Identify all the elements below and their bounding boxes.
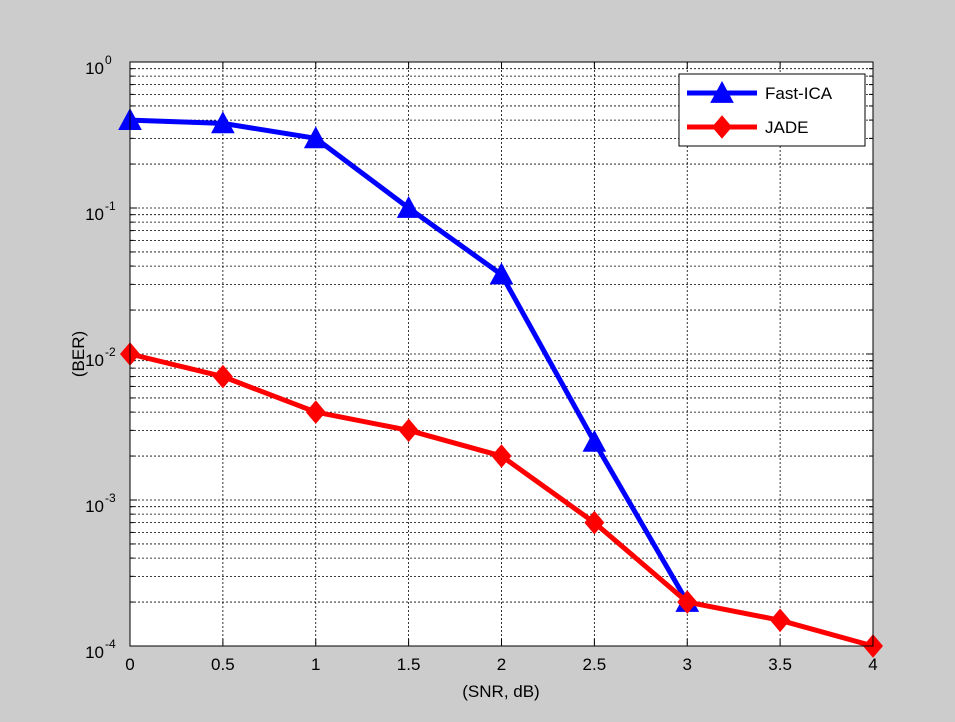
x-tick-label: 0.5	[211, 655, 235, 674]
y-tick-label: 10 -4	[85, 637, 116, 662]
x-axis-label: (SNR, dB)	[462, 682, 539, 701]
legend-jade-label: JADE	[765, 118, 808, 137]
legend-box	[678, 73, 866, 147]
y-tick-label-exponent: -3	[105, 491, 116, 505]
x-tick-label: 4	[868, 655, 877, 674]
fast-ica-point	[211, 111, 235, 134]
data-series	[118, 108, 884, 658]
jade-point	[398, 418, 419, 443]
fast-ica-point	[582, 429, 607, 452]
x-tick-label: 1	[311, 655, 320, 674]
plot-frame	[129, 61, 874, 647]
jade-point	[305, 400, 326, 424]
x-tick-label: 3.5	[768, 655, 792, 674]
y-tick-label: 10 -1	[85, 199, 116, 224]
y-tick-label-exponent: -2	[105, 345, 116, 359]
x-tick-label: 3	[683, 655, 692, 674]
y-tick-label-exponent: -1	[105, 199, 116, 213]
x-tick-label: 1.5	[397, 655, 421, 674]
y-tick-label-exponent: -4	[105, 637, 116, 651]
x-tick-labels: 0 0.5 1 1.5 2 2.5 3 3.5 4	[125, 655, 877, 674]
x-tick-label: 2	[497, 655, 506, 674]
fast-ica-point	[303, 126, 328, 149]
y-tick-label-base: 10	[85, 59, 104, 78]
y-axis-label: (BER)	[69, 331, 88, 377]
legend-jade-marker	[711, 115, 733, 139]
fast-ica-point	[489, 262, 514, 285]
jade-point	[677, 590, 698, 614]
y-tick-label-base: 10	[85, 205, 104, 224]
y-tick-label-exponent: 0	[105, 53, 112, 67]
y-tick-label-base: 10	[85, 351, 104, 370]
legend-fast-ica-label: Fast-ICA	[765, 84, 833, 103]
x-tick-label: 2.5	[583, 655, 607, 674]
axis-ticks	[129, 62, 874, 647]
jade-point	[584, 510, 605, 535]
y-tick-label-base: 10	[85, 497, 104, 516]
y-tick-label-base: 10	[85, 643, 104, 662]
x-tick-label: 0	[125, 655, 134, 674]
jade-point	[491, 444, 512, 468]
fast-ica-point	[396, 195, 421, 218]
y-tick-label: 10 -3	[85, 491, 116, 516]
legend-fast-ica-marker	[710, 80, 734, 103]
y-tick-label: 10 0	[85, 53, 112, 78]
legend: Fast-ICA JADE	[678, 73, 866, 147]
jade-point	[212, 364, 233, 389]
jade-point	[770, 608, 791, 633]
y-tick-label: 10 -2	[85, 345, 116, 370]
